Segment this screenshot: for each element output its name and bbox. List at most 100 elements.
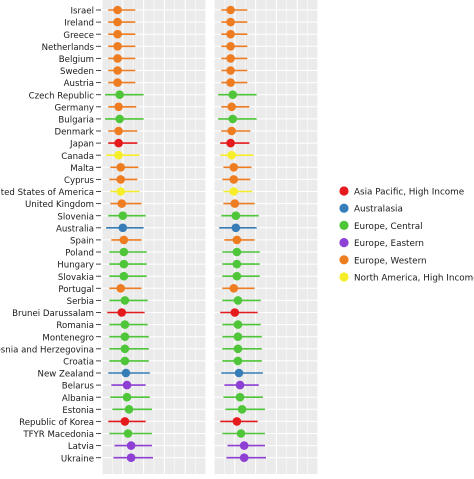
- point-estimate: [226, 66, 235, 75]
- country-label: Netherlands: [42, 43, 95, 53]
- point-estimate: [114, 126, 123, 136]
- country-label: Cyprus: [64, 176, 95, 186]
- point-estimate: [236, 429, 246, 438]
- point-estimate: [113, 42, 122, 51]
- country-label: Slovenia: [57, 212, 94, 222]
- legend-label: Asia Pacific, High Income: [354, 188, 464, 198]
- point-estimate: [120, 320, 130, 329]
- country-label: Greece: [63, 31, 94, 41]
- point-estimate: [120, 417, 130, 426]
- point-estimate: [232, 259, 242, 269]
- country-label: Belgium: [59, 55, 94, 65]
- point-estimate: [226, 5, 235, 15]
- point-estimate: [121, 368, 131, 378]
- point-estimate: [119, 235, 129, 245]
- point-estimate: [227, 150, 236, 160]
- point-estimate: [122, 392, 132, 402]
- point-estimate: [230, 199, 240, 208]
- country-label: Austria: [64, 79, 94, 89]
- country-label: Germany: [55, 103, 95, 113]
- point-estimate: [234, 368, 244, 378]
- country-label: Israel: [71, 7, 95, 17]
- point-estimate: [231, 223, 241, 233]
- country-label: Spain: [70, 237, 94, 247]
- point-estimate: [113, 5, 122, 15]
- point-estimate: [118, 211, 128, 220]
- point-estimate: [239, 441, 249, 450]
- point-estimate: [114, 102, 123, 112]
- point-estimate: [229, 187, 239, 196]
- point-estimate: [226, 138, 235, 148]
- point-estimate: [116, 284, 126, 293]
- country-label: Japan: [69, 140, 94, 150]
- country-label: Bulgaria: [58, 116, 94, 126]
- country-label: Canada: [61, 152, 94, 162]
- legend-label: Europe, Western: [354, 256, 427, 266]
- point-estimate: [226, 29, 235, 39]
- country-label: Belarus: [62, 382, 95, 392]
- point-estimate: [117, 308, 127, 317]
- point-estimate: [232, 271, 242, 281]
- country-label: Estonia: [62, 406, 94, 416]
- point-estimate: [226, 78, 235, 87]
- point-estimate: [226, 54, 235, 63]
- point-estimate: [232, 417, 242, 426]
- country-label: Albania: [62, 394, 94, 404]
- point-estimate: [126, 441, 136, 450]
- country-label: Latvia: [68, 442, 94, 452]
- point-estimate: [123, 429, 133, 438]
- point-estimate: [231, 211, 241, 220]
- country-label: TFYR Macedonia: [22, 430, 94, 440]
- y-axis-labels: Israel Ireland Greece Netherlands Belgium Swe…: [0, 7, 101, 464]
- point-estimate: [120, 296, 130, 305]
- country-label: Ukraine: [61, 454, 94, 464]
- point-estimate: [113, 54, 122, 63]
- point-estimate: [239, 453, 249, 463]
- point-estimate: [119, 259, 129, 269]
- point-estimate: [115, 114, 124, 124]
- point-estimate: [237, 405, 247, 414]
- point-estimate: [233, 356, 243, 366]
- country-label: United Kingdom: [25, 200, 94, 210]
- point-estimate: [120, 332, 130, 342]
- point-estimate: [113, 66, 122, 75]
- country-label: Brunei Darussalam: [12, 309, 94, 319]
- point-estimate: [226, 42, 235, 51]
- point-estimate: [227, 102, 236, 112]
- legend-label: Europe, Eastern: [354, 239, 424, 249]
- country-label: Czech Republic: [29, 91, 95, 101]
- point-estimate: [117, 199, 127, 208]
- point-estimate: [226, 17, 235, 27]
- country-label: Denmark: [55, 128, 95, 138]
- point-estimate: [113, 78, 122, 87]
- country-label: New Zealand: [38, 370, 94, 380]
- country-label: Malta: [70, 164, 94, 174]
- point-estimate: [122, 380, 132, 390]
- point-estimate: [233, 296, 243, 305]
- point-estimate: [233, 344, 243, 354]
- point-estimate: [229, 163, 239, 172]
- legend-key: [339, 220, 349, 230]
- point-estimate: [233, 332, 243, 342]
- point-estimate: [228, 90, 238, 99]
- legend-key: [339, 203, 349, 213]
- country-label: Serbia: [67, 297, 94, 307]
- legend-label: Australasia: [354, 205, 403, 215]
- point-estimate: [227, 126, 236, 136]
- legend: Asia Pacific, High Income Australasia Euro…: [339, 186, 474, 284]
- point-estimate: [119, 271, 129, 281]
- point-estimate: [229, 175, 239, 184]
- legend-key: [339, 186, 349, 196]
- country-label: Slovakia: [58, 273, 94, 283]
- point-estimate: [232, 247, 242, 257]
- point-estimate: [114, 138, 123, 148]
- legend-key: [339, 272, 349, 282]
- point-estimate: [118, 223, 128, 233]
- point-estimate: [232, 235, 242, 245]
- point-estimate: [119, 247, 129, 257]
- point-estimate: [116, 187, 126, 196]
- point-estimate: [235, 392, 245, 402]
- point-estimate: [233, 320, 243, 329]
